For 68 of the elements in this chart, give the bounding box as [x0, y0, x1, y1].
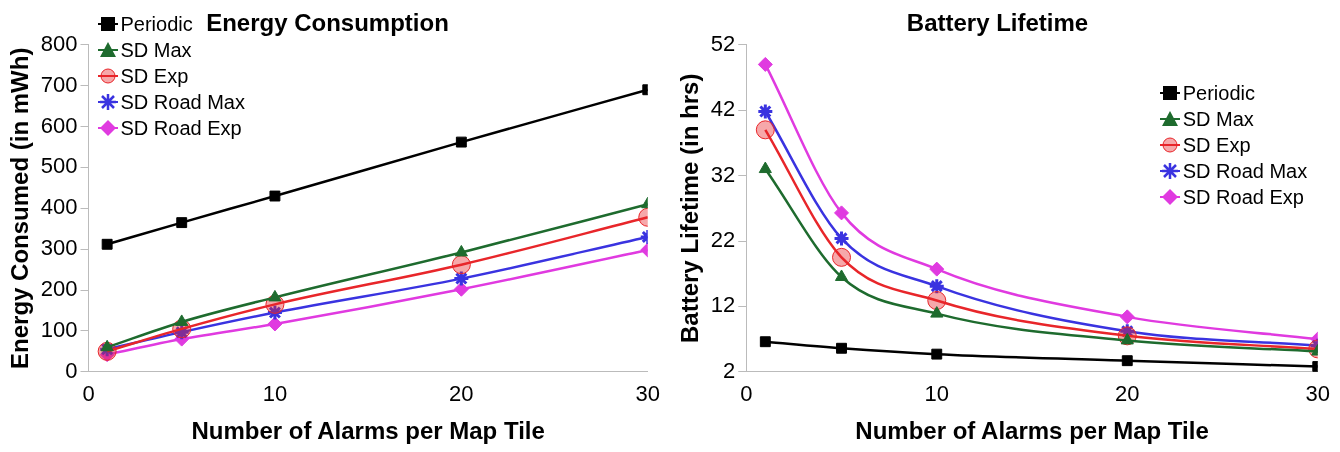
point	[101, 238, 113, 250]
point	[268, 289, 282, 302]
legend-label: SD Road Max	[1182, 158, 1308, 184]
x-tick-label: 0	[82, 381, 95, 407]
point	[175, 314, 189, 326]
y-tick-label: 52	[710, 30, 736, 56]
point	[1121, 355, 1133, 367]
y-tick-label: 100	[40, 316, 78, 342]
legend-label: SD Exp	[120, 63, 189, 89]
point	[269, 190, 281, 202]
y-tick-label: 200	[40, 276, 78, 302]
point	[834, 205, 850, 221]
point	[836, 342, 847, 354]
point	[453, 281, 469, 297]
y-tick-label: 700	[40, 71, 78, 97]
y-tick-label: 2	[723, 357, 736, 383]
y-tick-label: 800	[40, 30, 78, 56]
point	[266, 304, 284, 322]
legend-label: SD Road Max	[120, 89, 245, 115]
x-tick-label: 10	[262, 381, 288, 407]
point	[755, 120, 775, 140]
point	[454, 244, 468, 257]
x-axis-title: Number of Alarms per Map Tile	[855, 417, 1209, 445]
point	[832, 247, 852, 267]
legend-label: Periodic	[120, 11, 193, 37]
y-tick-label: 12	[710, 292, 736, 318]
point	[833, 229, 851, 247]
point	[931, 348, 943, 360]
point	[757, 56, 773, 72]
x-tick-label: 20	[1115, 381, 1140, 407]
y-tick-label: 32	[710, 161, 736, 187]
point	[452, 270, 470, 288]
y-tick-label: 300	[40, 235, 78, 261]
point	[758, 161, 772, 174]
point	[759, 336, 771, 348]
x-tick-label: 20	[449, 381, 474, 407]
chart-title: Battery Lifetime	[906, 9, 1089, 37]
point	[1119, 309, 1135, 325]
x-tick-label: 10	[924, 381, 950, 407]
legend-label: SD Road Exp	[1182, 184, 1304, 210]
point	[451, 255, 471, 275]
y-tick-label: 0	[65, 357, 78, 383]
y-axis-title: Energy Consumed (in mWh)	[6, 47, 34, 369]
point	[267, 316, 283, 332]
y-tick-label: 42	[710, 96, 736, 122]
x-tick-label: 0	[740, 381, 753, 407]
point	[928, 277, 946, 295]
point	[756, 103, 774, 121]
legend-label: Periodic	[1182, 80, 1256, 106]
point	[455, 136, 467, 148]
y-tick-label: 600	[40, 112, 78, 138]
y-tick-label: 500	[40, 153, 78, 179]
point	[930, 306, 944, 318]
legend-label: SD Exp	[1182, 132, 1251, 158]
y-tick-label: 400	[40, 194, 78, 220]
legend-label: SD Max	[1182, 106, 1254, 132]
x-tick-label: 30	[635, 381, 661, 407]
y-tick-label: 22	[710, 227, 736, 253]
chart-title: Energy Consumption	[206, 9, 449, 37]
x-tick-label: 30	[1305, 381, 1331, 407]
legend-label: SD Road Exp	[120, 115, 242, 141]
point	[176, 217, 188, 229]
point	[929, 261, 945, 277]
y-axis-title: Battery Lifetime (in hrs)	[676, 73, 704, 343]
point	[834, 269, 849, 281]
legend-label: SD Max	[120, 37, 192, 63]
point	[927, 291, 947, 311]
x-axis-title: Number of Alarms per Map Tile	[191, 417, 545, 445]
